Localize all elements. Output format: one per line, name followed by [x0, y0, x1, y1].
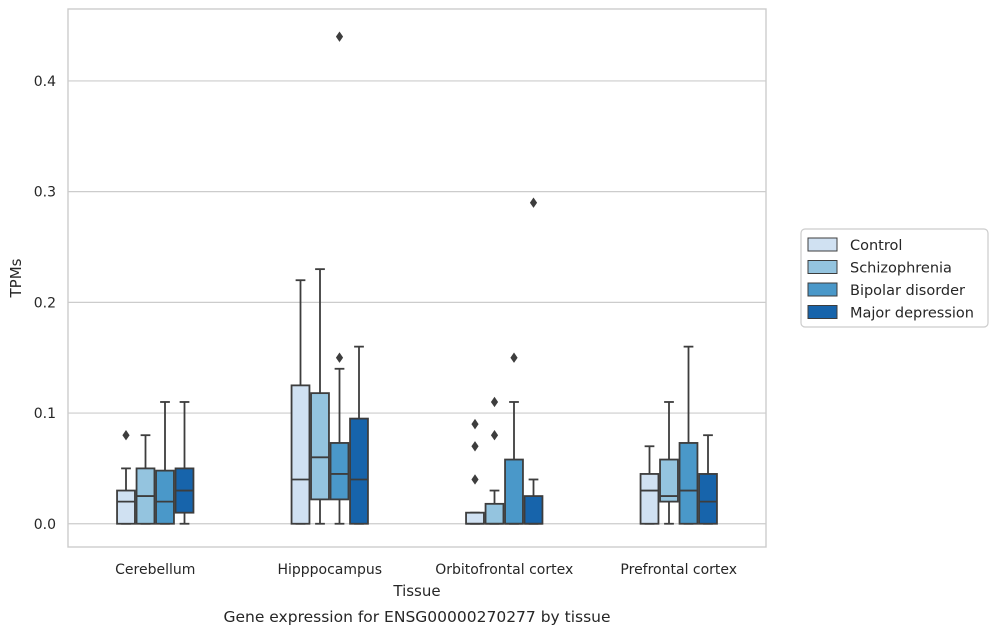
box-major-depression	[698, 434, 718, 525]
outlier-point	[471, 418, 479, 430]
box-plot-marks	[116, 31, 718, 525]
box-iqr	[523, 495, 544, 525]
box-iqr	[639, 473, 660, 525]
box-iqr	[155, 469, 175, 525]
x-tick-label: Hipppocampus	[277, 562, 382, 578]
box-schizophrenia	[484, 396, 505, 525]
legend: Control Schizophrenia Bipolar disorder Majo…	[800, 228, 989, 328]
legend-label: Schizophrenia	[850, 261, 952, 277]
box-iqr	[484, 502, 505, 525]
box-schizophrenia	[135, 434, 156, 525]
box-major-depression	[523, 197, 544, 525]
box-major-depression	[174, 401, 195, 525]
y-axis-ticks: 0.0 0.1 0.2 0.3 0.4	[34, 74, 56, 533]
legend-item: Bipolar disorder	[807, 282, 965, 299]
legend-swatch	[807, 282, 838, 297]
x-tick-label: Cerebellum	[115, 562, 195, 578]
axes-frame	[67, 8, 767, 548]
x-tick-label: Orbitofrontal cortex	[435, 562, 573, 578]
box-iqr	[678, 442, 699, 525]
y-tick-label: 0.4	[34, 74, 56, 90]
x-axis-label: Tissue	[392, 582, 440, 600]
legend-label: Control	[850, 238, 902, 254]
x-axis-ticks: Cerebellum Hipppocampus Orbitofrontal cort…	[115, 562, 737, 578]
box-control	[116, 429, 136, 525]
outlier-point	[471, 441, 479, 452]
legend-item: Major depression	[807, 305, 974, 322]
outlier-point	[122, 429, 130, 441]
legend-label: Major depression	[850, 306, 974, 322]
box-iqr	[116, 489, 136, 525]
legend-swatch	[807, 305, 838, 319]
legend-swatch	[807, 237, 838, 252]
box-iqr	[465, 511, 485, 525]
legend-swatch	[807, 260, 838, 274]
y-axis-label: TPMs	[7, 258, 25, 298]
legend-frame	[800, 228, 989, 328]
outlier-point	[529, 197, 538, 208]
box-iqr	[290, 384, 311, 525]
y-tick-label: 0.2	[34, 295, 56, 311]
box-bipolar-disorder	[329, 31, 350, 525]
outlier-point	[490, 396, 499, 408]
outlier-point	[335, 31, 344, 42]
y-tick-label: 0.1	[34, 406, 56, 422]
outlier-point	[510, 352, 518, 363]
box-schizophrenia	[659, 401, 679, 525]
box-iqr	[329, 442, 350, 501]
box-iqr	[310, 392, 330, 501]
outlier-point	[490, 429, 499, 441]
legend-item: Schizophrenia	[807, 260, 952, 277]
box-bipolar-disorder	[155, 401, 175, 525]
box-schizophrenia	[310, 268, 330, 525]
box-major-depression	[349, 345, 369, 525]
box-iqr	[659, 458, 679, 503]
legend-item: Control	[807, 237, 902, 254]
box-bipolar-disorder	[678, 345, 699, 525]
box-control	[290, 279, 311, 525]
box-iqr	[698, 473, 718, 525]
box-bipolar-disorder	[504, 352, 524, 525]
box-iqr	[504, 458, 524, 525]
x-tick-label: Prefrontal cortex	[620, 562, 737, 578]
outlier-point	[471, 474, 479, 485]
grid-lines	[68, 80, 766, 525]
box-control	[465, 418, 485, 525]
outlier-point	[335, 352, 344, 363]
box-iqr	[349, 417, 369, 525]
y-tick-label: 0.3	[34, 185, 56, 201]
figure-caption: Gene expression for ENSG00000270277 by t…	[223, 608, 610, 626]
legend-label: Bipolar disorder	[850, 283, 965, 299]
box-control	[639, 445, 660, 525]
y-tick-label: 0.0	[34, 517, 56, 533]
